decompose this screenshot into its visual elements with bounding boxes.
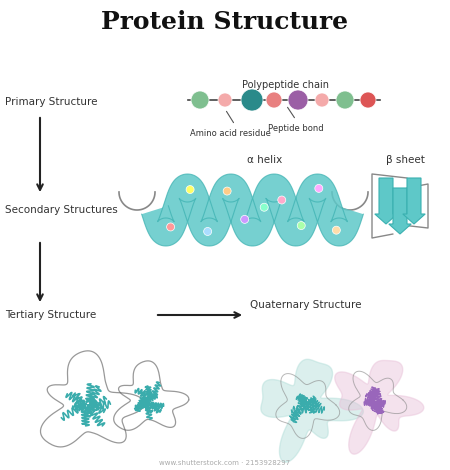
Circle shape <box>241 89 263 111</box>
Polygon shape <box>261 359 363 462</box>
Circle shape <box>266 92 282 108</box>
Circle shape <box>191 91 209 109</box>
Circle shape <box>315 184 323 192</box>
Circle shape <box>241 215 249 223</box>
Text: Peptide bond: Peptide bond <box>268 124 324 133</box>
Circle shape <box>336 91 354 109</box>
Circle shape <box>297 221 305 229</box>
Text: Tertiary Structure: Tertiary Structure <box>5 310 96 320</box>
Circle shape <box>223 187 231 195</box>
Polygon shape <box>335 360 424 454</box>
Text: Amino acid residue: Amino acid residue <box>189 129 270 138</box>
Circle shape <box>315 93 329 107</box>
Text: Protein Structure: Protein Structure <box>101 10 349 34</box>
Text: α helix: α helix <box>248 155 283 165</box>
Circle shape <box>204 227 211 235</box>
Text: www.shutterstock.com · 2153928297: www.shutterstock.com · 2153928297 <box>159 460 291 466</box>
Text: Polypeptide chain: Polypeptide chain <box>242 80 328 90</box>
Circle shape <box>260 203 268 211</box>
Circle shape <box>186 186 194 194</box>
FancyArrow shape <box>375 178 397 224</box>
FancyArrow shape <box>403 178 425 224</box>
Circle shape <box>166 223 175 231</box>
Circle shape <box>218 93 232 107</box>
Text: β sheet: β sheet <box>386 155 424 165</box>
Circle shape <box>288 90 308 110</box>
Circle shape <box>278 196 286 204</box>
Text: Primary Structure: Primary Structure <box>5 97 98 107</box>
Polygon shape <box>142 174 363 246</box>
FancyArrow shape <box>389 188 411 234</box>
Circle shape <box>360 92 376 108</box>
Text: Quaternary Structure: Quaternary Structure <box>250 300 361 310</box>
Text: Secondary Structures: Secondary Structures <box>5 205 118 215</box>
Circle shape <box>333 226 340 234</box>
